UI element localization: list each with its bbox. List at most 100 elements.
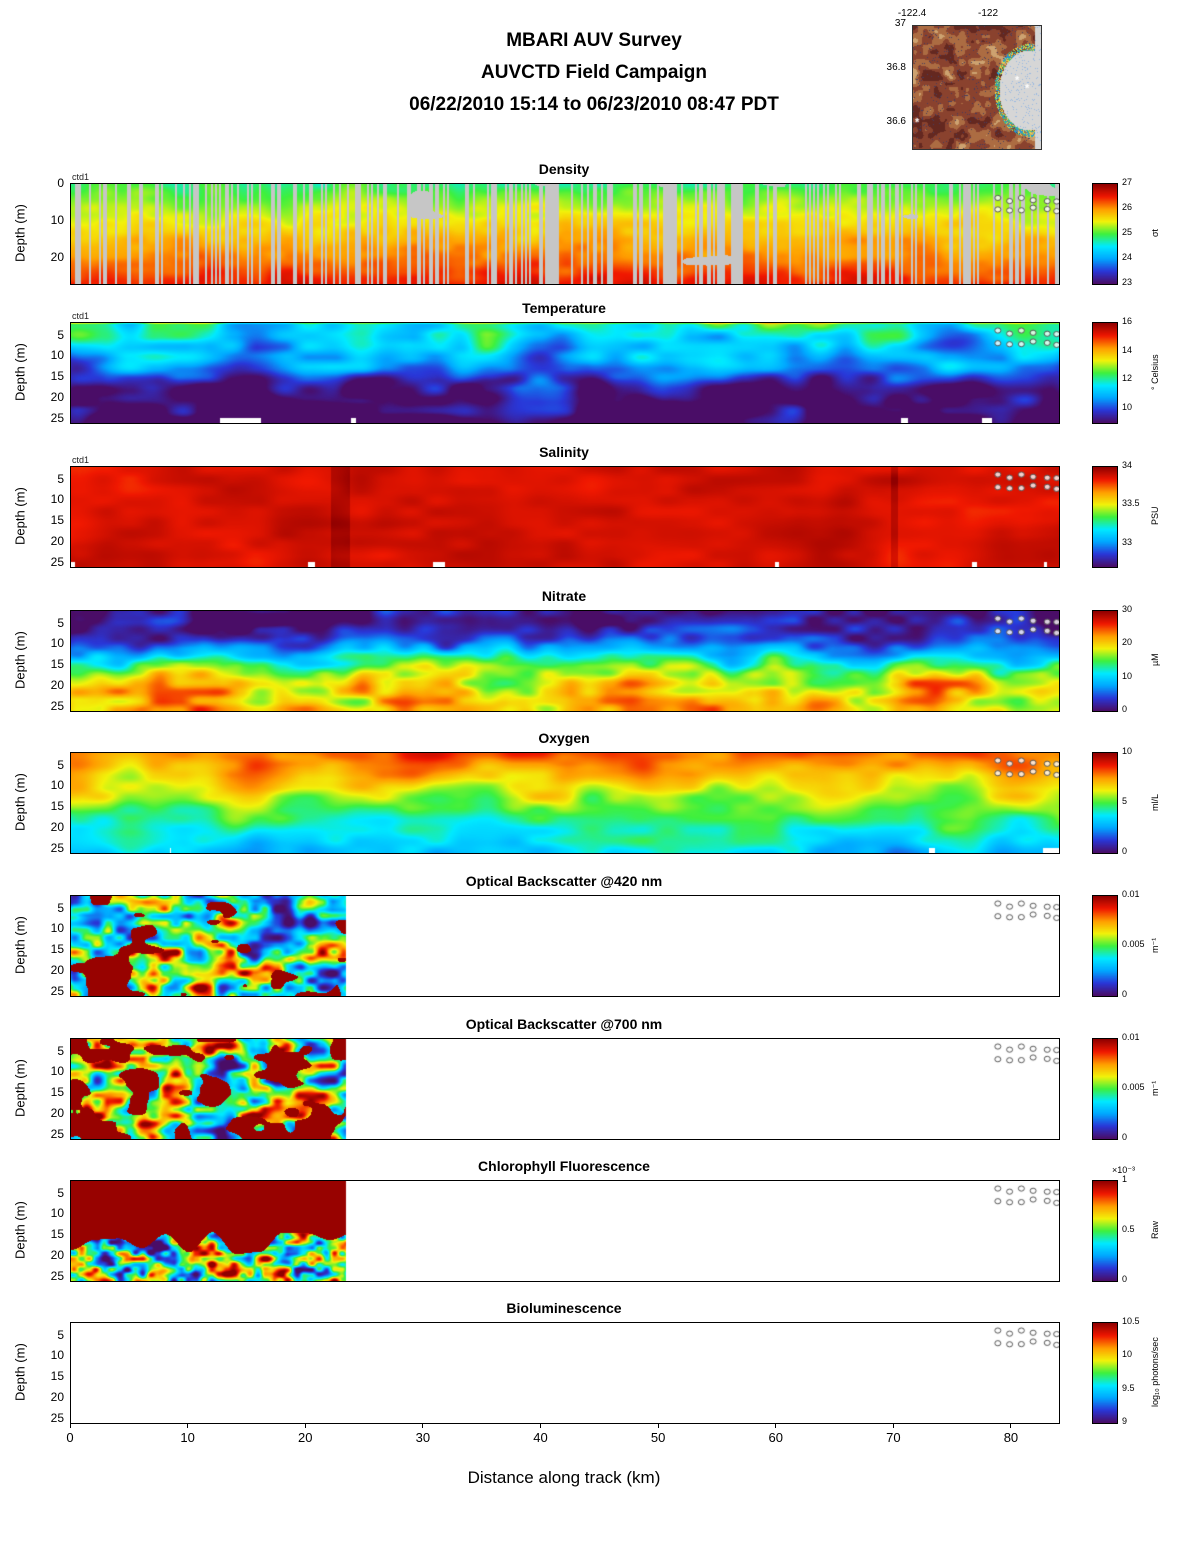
y-tick-label: 20	[50, 1248, 64, 1262]
plot-area	[70, 610, 1060, 712]
plot-area	[70, 1180, 1060, 1282]
colorbar-tick-label: 1	[1122, 1174, 1128, 1184]
y-tick-label: 15	[50, 799, 64, 814]
colorbar-canvas	[1093, 467, 1117, 567]
colorbar-unit-label: log₁₀ photons/sec	[1150, 1337, 1160, 1407]
instrument-label: ctd1	[72, 455, 90, 465]
panel-title: Oxygen	[538, 730, 590, 746]
colorbar-tick-label: 10	[1122, 746, 1133, 756]
figure-title-line-1: MBARI AUV Survey	[506, 30, 682, 51]
heatmap-canvas	[71, 1323, 1059, 1423]
colorbar-tick-label: 9	[1122, 1416, 1128, 1426]
x-tick-label: 30	[415, 1430, 431, 1445]
colorbar-tick-label: 0	[1122, 846, 1128, 856]
y-tick-label: 20	[50, 1390, 64, 1404]
x-tick-label: 80	[1003, 1430, 1019, 1445]
map-lon-tick: -122.4	[897, 8, 927, 19]
colorbar	[1092, 1038, 1118, 1140]
colorbar-unit-label: PSU	[1150, 506, 1160, 526]
y-tick-label: 25	[50, 1126, 64, 1141]
map-inset	[912, 25, 1042, 150]
heatmap-canvas	[71, 323, 1059, 423]
y-axis-label: Depth (m)	[12, 487, 28, 545]
y-tick-label: 20	[50, 250, 64, 265]
x-tick-mark	[304, 1423, 306, 1428]
y-tick-label: 15	[50, 513, 64, 528]
y-tick-label: 15	[50, 657, 64, 672]
colorbar-canvas	[1093, 611, 1117, 711]
colorbar-tick-label: 14	[1122, 344, 1133, 355]
section-panel: Nitrate Depth (m) µM 5 10 15 20 25 30 20 10 0	[0, 588, 1188, 714]
colorbar-tick-label: 20	[1122, 637, 1133, 648]
colorbar	[1092, 1322, 1118, 1424]
colorbar-tick-label: 0	[1122, 989, 1128, 999]
y-tick-label: 25	[50, 1268, 64, 1283]
heatmap-canvas	[71, 1039, 1059, 1139]
section-panel: Chlorophyll Fluorescence Depth (m) ×10⁻³…	[0, 1158, 1188, 1284]
y-tick-label: 20	[50, 963, 64, 977]
colorbar-canvas	[1093, 753, 1117, 853]
colorbar	[1092, 183, 1118, 285]
x-tick-label: 20	[298, 1430, 313, 1445]
y-tick-label: 5	[57, 1185, 64, 1200]
y-tick-label: 20	[50, 534, 64, 548]
panel-title: Optical Backscatter @420 nm	[465, 873, 663, 889]
colorbar-tick-label: 30	[1122, 604, 1133, 614]
colorbar-tick-label: 0.5	[1122, 1224, 1135, 1234]
y-tick-label: 0	[57, 176, 64, 190]
heatmap-canvas	[71, 753, 1059, 853]
y-tick-label: 5	[57, 757, 64, 772]
y-tick-label: 5	[57, 1327, 64, 1342]
section-panel: Oxygen Depth (m) ml/L 5 10 15 20 25 10 5 0	[0, 730, 1188, 856]
y-tick-label: 10	[50, 1064, 64, 1079]
x-tick-mark	[539, 1423, 541, 1428]
y-tick-label: 5	[57, 900, 64, 915]
colorbar-tick-label: 0	[1122, 704, 1128, 714]
colorbar-tick-label: 23	[1122, 277, 1133, 287]
y-tick-label: 10	[50, 636, 64, 651]
y-tick-label: 25	[50, 1410, 64, 1425]
heatmap-canvas	[71, 1181, 1059, 1281]
colorbar-tick-label: 5	[1122, 796, 1128, 806]
plot-area	[70, 1038, 1060, 1140]
colorbar-canvas	[1093, 323, 1117, 423]
colorbar-tick-label: 9.5	[1122, 1382, 1135, 1393]
figure-title-line-3: 06/22/2010 15:14 to 06/23/2010 08:47 PDT	[409, 94, 779, 115]
y-tick-label: 20	[50, 678, 64, 692]
x-tick-mark	[892, 1423, 894, 1428]
y-tick-label: 25	[50, 840, 64, 855]
y-tick-label: 5	[57, 1043, 64, 1058]
colorbar-unit-label: µM	[1150, 653, 1160, 667]
y-tick-label: 15	[50, 1227, 64, 1242]
colorbar	[1092, 1180, 1118, 1282]
y-tick-label: 10	[50, 1348, 64, 1363]
panel-title: Nitrate	[541, 588, 587, 604]
x-tick-label: 0	[66, 1430, 74, 1445]
y-tick-label: 5	[57, 615, 64, 630]
y-tick-label: 15	[50, 1085, 64, 1100]
colorbar-tick-label: 0	[1122, 1132, 1128, 1142]
colorbar-tick-label: 0.005	[1122, 1082, 1145, 1092]
colorbar-canvas	[1093, 1039, 1117, 1139]
x-tick-mark	[657, 1423, 659, 1428]
panel-title: Chlorophyll Fluorescence	[478, 1158, 650, 1174]
y-tick-label: 25	[50, 554, 64, 569]
colorbar-tick-label: 10	[1122, 1349, 1133, 1360]
y-tick-label: 15	[50, 1369, 64, 1384]
y-tick-label: 10	[50, 492, 64, 507]
section-panel: Salinity Depth (m) ctd1 PSU 5 10 15 20 25 34 3…	[0, 444, 1188, 569]
plot-area	[70, 752, 1060, 854]
colorbar	[1092, 752, 1118, 854]
colorbar-tick-label: 0.01	[1122, 1032, 1140, 1042]
map-lat-tick: 36.6	[886, 116, 906, 127]
y-axis-label: Depth (m)	[12, 204, 28, 262]
heatmap-canvas	[71, 467, 1059, 567]
y-axis-label: Depth (m)	[12, 1201, 28, 1259]
panel-title: Temperature	[522, 300, 606, 316]
y-axis-label: Depth (m)	[12, 916, 28, 974]
section-panel: Optical Backscatter @700 nm Depth (m) m⁻…	[0, 1016, 1188, 1142]
colorbar	[1092, 895, 1118, 997]
x-tick-mark	[1010, 1423, 1012, 1428]
panel-title: Optical Backscatter @700 nm	[465, 1016, 663, 1032]
plot-area: ctd1	[70, 455, 1060, 568]
